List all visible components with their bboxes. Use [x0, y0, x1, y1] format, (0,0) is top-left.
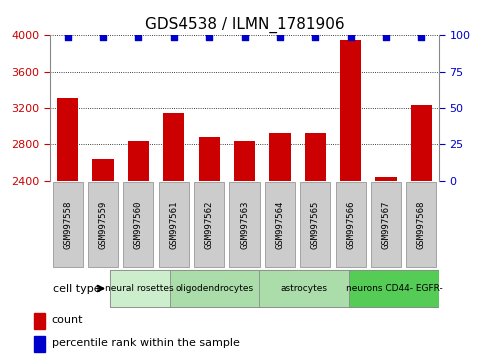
FancyBboxPatch shape: [300, 182, 330, 267]
Text: GSM997563: GSM997563: [240, 201, 249, 249]
Bar: [199, 137, 220, 354]
FancyBboxPatch shape: [371, 182, 401, 267]
Point: [241, 34, 249, 40]
Text: GSM997561: GSM997561: [169, 201, 178, 249]
Bar: [234, 141, 255, 354]
Text: GSM997559: GSM997559: [98, 201, 107, 249]
FancyBboxPatch shape: [406, 182, 437, 267]
Point: [205, 34, 213, 40]
Bar: [57, 98, 78, 354]
FancyBboxPatch shape: [349, 270, 439, 307]
FancyBboxPatch shape: [52, 182, 83, 267]
Bar: [375, 177, 397, 354]
Bar: [340, 40, 361, 354]
FancyBboxPatch shape: [259, 270, 349, 307]
Point: [418, 34, 426, 40]
FancyBboxPatch shape: [123, 182, 153, 267]
Bar: [269, 133, 290, 354]
Text: cell type: cell type: [53, 284, 100, 293]
Point: [63, 34, 71, 40]
Point: [347, 34, 355, 40]
Text: count: count: [51, 315, 83, 325]
Text: GSM997566: GSM997566: [346, 201, 355, 249]
Title: GDS4538 / ILMN_1781906: GDS4538 / ILMN_1781906: [145, 16, 344, 33]
Text: GSM997567: GSM997567: [382, 201, 391, 249]
Bar: [411, 105, 432, 354]
Text: oligodendrocytes: oligodendrocytes: [176, 284, 253, 293]
FancyBboxPatch shape: [265, 182, 295, 267]
Text: neural rosettes: neural rosettes: [105, 284, 174, 293]
Point: [170, 34, 178, 40]
FancyBboxPatch shape: [88, 182, 118, 267]
Point: [276, 34, 284, 40]
FancyBboxPatch shape: [170, 270, 259, 307]
FancyBboxPatch shape: [336, 182, 366, 267]
Bar: [305, 133, 326, 354]
Point: [311, 34, 319, 40]
Text: percentile rank within the sample: percentile rank within the sample: [51, 338, 240, 348]
Bar: [92, 159, 114, 354]
Text: GSM997568: GSM997568: [417, 201, 426, 249]
Point: [382, 34, 390, 40]
Text: astrocytes: astrocytes: [281, 284, 328, 293]
FancyBboxPatch shape: [110, 270, 170, 307]
Point: [99, 34, 107, 40]
Bar: [128, 141, 149, 354]
FancyBboxPatch shape: [159, 182, 189, 267]
FancyBboxPatch shape: [230, 182, 259, 267]
Text: GSM997565: GSM997565: [311, 201, 320, 249]
Text: GSM997558: GSM997558: [63, 201, 72, 249]
Text: neurons CD44- EGFR-: neurons CD44- EGFR-: [346, 284, 443, 293]
Point: [134, 34, 142, 40]
FancyBboxPatch shape: [194, 182, 224, 267]
Bar: [34, 313, 45, 329]
Text: GSM997562: GSM997562: [205, 201, 214, 249]
Bar: [34, 336, 45, 352]
Text: GSM997560: GSM997560: [134, 201, 143, 249]
Bar: [163, 113, 184, 354]
Text: GSM997564: GSM997564: [275, 201, 284, 249]
